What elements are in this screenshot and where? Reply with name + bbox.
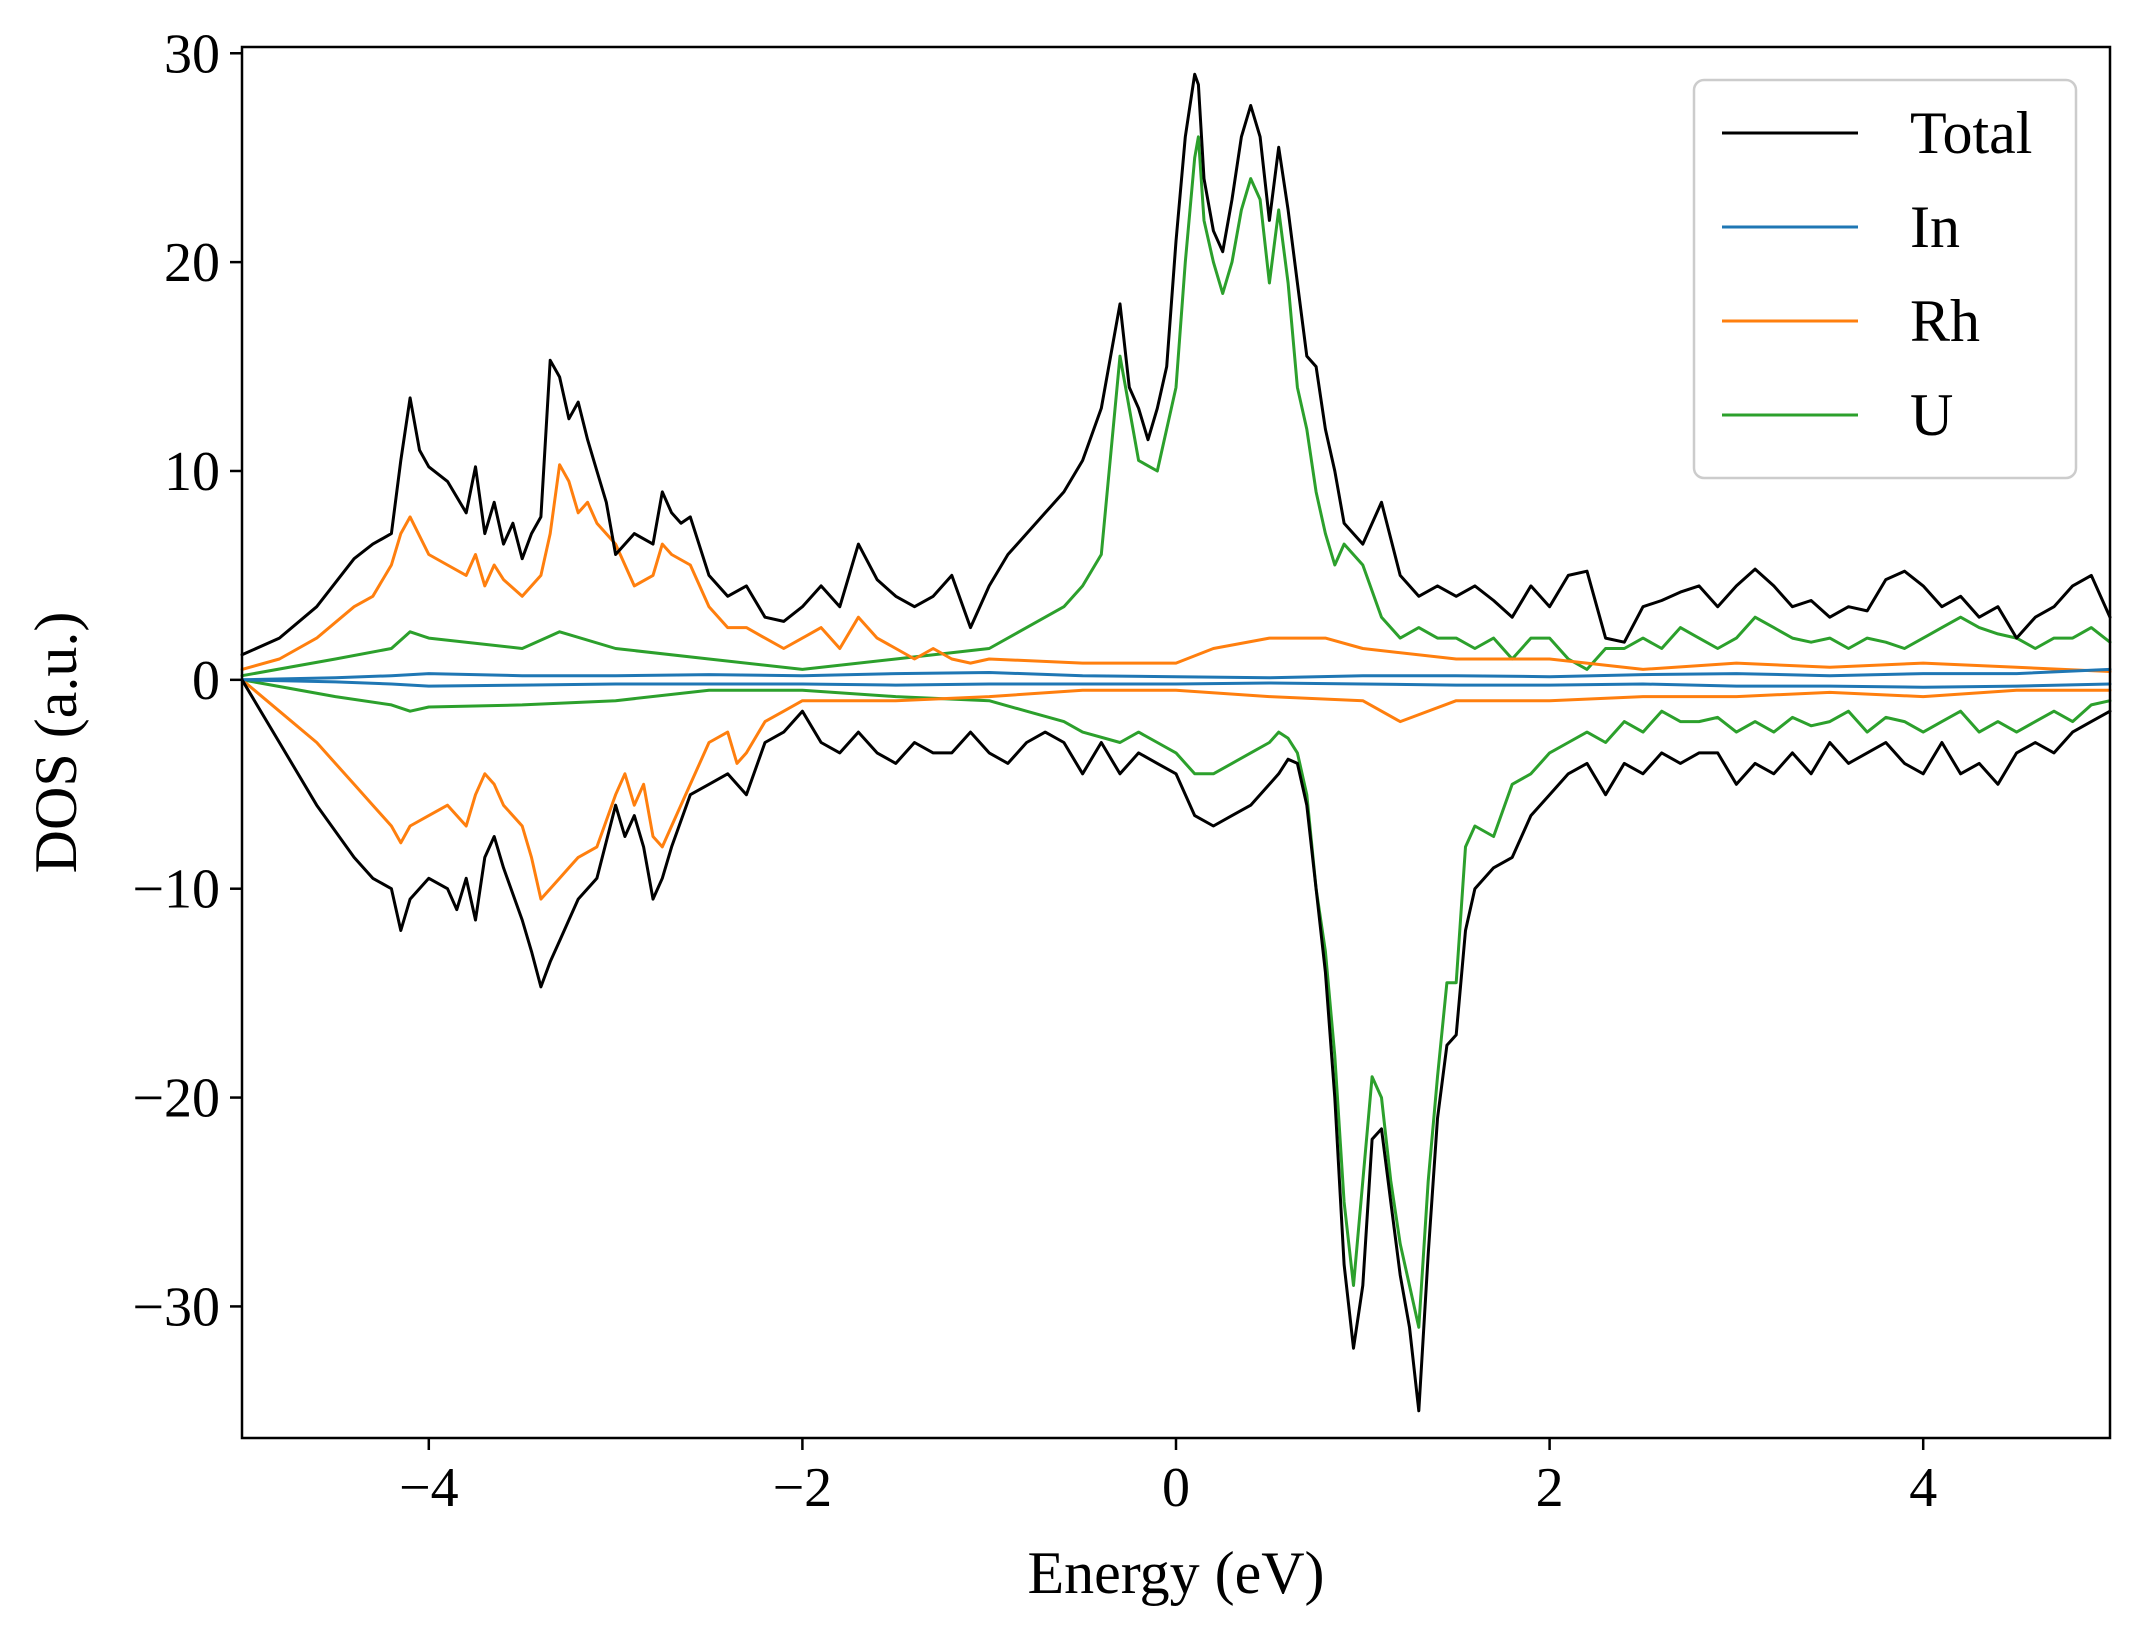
y-tick-label: 30 (164, 23, 220, 85)
x-axis: −4 −2 0 2 4 (399, 1438, 1937, 1519)
legend-label-total: Total (1910, 100, 2032, 166)
x-tick-label: −4 (399, 1457, 459, 1519)
x-tick-label: −2 (773, 1457, 833, 1519)
series-line-rh-down (240, 678, 2112, 901)
y-tick-label: −20 (132, 1068, 220, 1130)
series-line-in-up (240, 667, 2112, 682)
series-line-u-down (240, 678, 2112, 1329)
series-line-total-down (240, 678, 2112, 1413)
series-line-u-up (240, 135, 2112, 678)
legend-label-rh: Rh (1910, 288, 1980, 354)
y-tick-label: 10 (164, 441, 220, 503)
series-layer (240, 72, 2112, 1413)
x-axis-title: Energy (eV) (1027, 1540, 1324, 1606)
legend: Total In Rh U (1692, 78, 2078, 480)
x-tick-label: 0 (1162, 1457, 1190, 1519)
series-line-rh-up (240, 463, 2112, 673)
y-tick-label: −10 (132, 859, 220, 921)
x-tick-label: 4 (1909, 1457, 1937, 1519)
series-line-in-down (240, 678, 2112, 689)
y-tick-label: −30 (132, 1276, 220, 1338)
legend-label-u: U (1910, 382, 1953, 448)
y-axis-title: DOS (a.u.) (23, 612, 89, 874)
y-tick-label: 20 (164, 232, 220, 294)
series-line-total-up (240, 72, 2112, 657)
y-tick-label: 0 (192, 650, 220, 712)
x-tick-label: 2 (1536, 1457, 1564, 1519)
legend-label-in: In (1910, 194, 1960, 260)
legend-box (1692, 78, 2078, 480)
y-axis: 30 20 10 0 −10 −20 −30 (132, 23, 242, 1338)
